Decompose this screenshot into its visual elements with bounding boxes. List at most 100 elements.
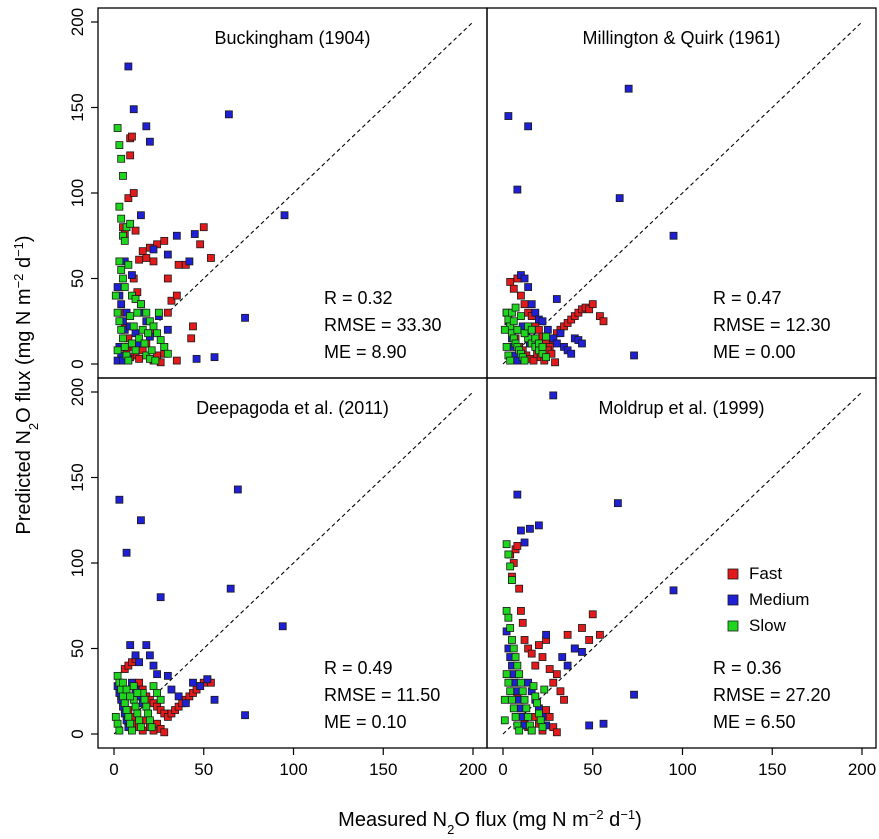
data-point: [552, 295, 561, 303]
data-point: [578, 624, 586, 632]
data-point: [517, 312, 525, 321]
data-point: [538, 342, 547, 351]
legend-swatch-slow: [727, 620, 739, 632]
y-tick-label: 0: [68, 729, 87, 738]
data-point: [508, 636, 516, 644]
data-point: [117, 266, 126, 274]
data-point: [599, 719, 608, 728]
data-point: [149, 661, 158, 670]
data-point: [163, 274, 172, 283]
data-point: [669, 586, 678, 595]
data-point: [524, 713, 533, 721]
data-point: [241, 313, 249, 322]
data-point: [115, 317, 124, 326]
data-point: [513, 325, 522, 334]
data-point: [189, 678, 197, 687]
data-point: [122, 685, 131, 694]
data-point: [517, 606, 525, 615]
data-point: [149, 245, 158, 254]
data-point: [511, 303, 520, 312]
legend-label-medium: Medium: [749, 590, 809, 609]
data-point: [187, 334, 196, 343]
data-point: [149, 322, 158, 331]
x-tick-label: 200: [848, 760, 876, 779]
data-point: [126, 692, 135, 701]
series-medium: [502, 84, 678, 365]
data-point: [513, 185, 522, 194]
data-point: [174, 692, 183, 701]
data-point: [524, 122, 533, 131]
data-point: [506, 356, 515, 365]
data-point: [578, 339, 586, 348]
data-point: [524, 283, 533, 291]
data-point: [526, 524, 534, 533]
data-point: [128, 271, 136, 279]
data-point: [119, 692, 127, 701]
data-point: [149, 257, 158, 266]
data-point: [135, 255, 144, 264]
data-point: [174, 260, 183, 269]
data-point: [117, 214, 126, 223]
x-tick-label: 0: [498, 760, 507, 779]
panel-title: Deepagoda et al. (2011): [196, 398, 389, 418]
data-point: [531, 692, 540, 701]
y-axis-title: Predicted N2O flux (mg N m−2 d−1): [11, 235, 41, 534]
data-point: [517, 526, 525, 535]
data-point: [167, 296, 176, 305]
y-tick-label: 150: [68, 93, 87, 121]
data-point: [540, 685, 549, 694]
data-point: [124, 713, 133, 721]
data-point: [509, 704, 518, 713]
panel-1: Buckingham (1904) R = 0.32 RMSE = 33.30 ME …: [68, 7, 488, 379]
data-point: [119, 334, 127, 343]
data-point: [119, 678, 127, 687]
data-point: [509, 284, 518, 293]
legend: Fast Medium Slow: [727, 564, 809, 635]
data-point: [536, 716, 545, 725]
data-point: [226, 584, 235, 593]
data-point: [520, 329, 529, 338]
data-point: [126, 151, 135, 160]
data-point: [163, 325, 172, 334]
data-point: [504, 613, 513, 622]
data-point: [506, 687, 515, 696]
data-point: [129, 189, 138, 197]
stat-line: R = 0.49: [324, 658, 393, 678]
legend-label-fast: Fast: [749, 564, 782, 583]
data-point: [545, 713, 554, 721]
data-point: [210, 695, 219, 704]
data-point: [120, 699, 129, 708]
data-point: [113, 671, 122, 680]
data-point: [117, 300, 126, 309]
data-point: [163, 250, 172, 259]
data-point: [137, 516, 145, 525]
data-point: [520, 300, 529, 309]
series-medium: [113, 62, 289, 365]
data-point: [210, 353, 219, 362]
data-point: [172, 231, 181, 240]
data-point: [599, 317, 608, 326]
stat-line: ME = 0.10: [324, 712, 407, 732]
data-point: [142, 122, 151, 131]
data-point: [560, 695, 568, 704]
data-point: [137, 723, 145, 732]
data-point: [563, 630, 572, 639]
data-point: [153, 689, 161, 697]
x-tick-label: 200: [459, 760, 487, 779]
data-point: [190, 230, 199, 238]
stat-line: ME = 6.50: [713, 712, 796, 732]
data-point: [196, 240, 205, 249]
data-point: [140, 695, 149, 704]
data-point: [156, 695, 165, 704]
data-point: [509, 644, 518, 653]
data-point: [137, 300, 145, 309]
data-point: [138, 247, 147, 256]
data-point: [630, 690, 638, 699]
one-to-one-line: [502, 21, 863, 365]
data-point: [506, 624, 515, 632]
y-tick-label: 100: [68, 549, 87, 577]
data-point: [551, 358, 559, 367]
data-point: [509, 317, 518, 326]
x-tick-label: 100: [668, 760, 696, 779]
data-point: [128, 339, 136, 348]
